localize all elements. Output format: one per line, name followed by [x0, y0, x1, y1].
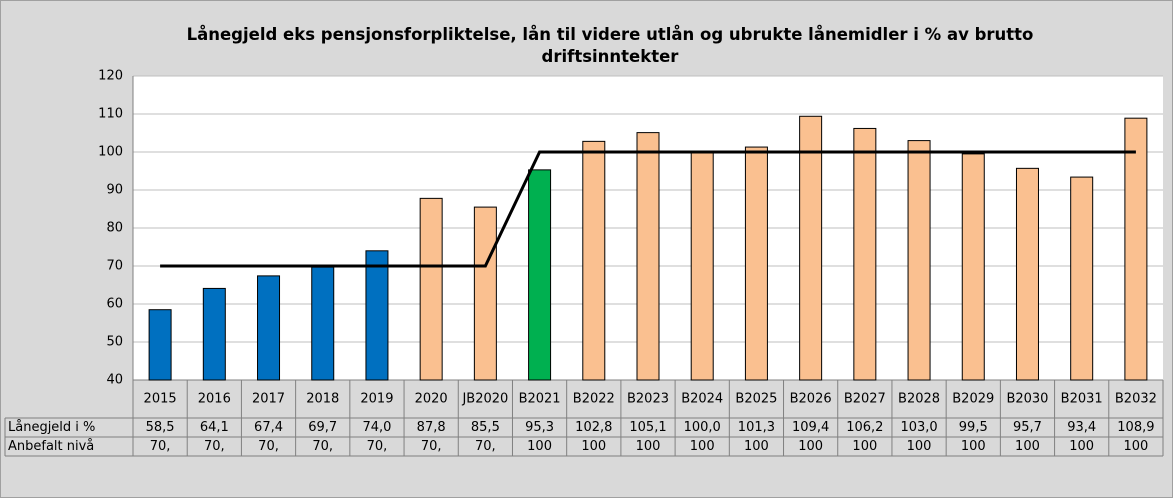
bar: [365, 250, 389, 381]
table-cell: 100: [636, 439, 661, 454]
line: [160, 150, 1136, 268]
bar: [528, 169, 552, 381]
y-tick-label: 50: [106, 335, 123, 350]
table-cell: 70,: [367, 439, 388, 454]
table-cell: 64,1: [200, 420, 229, 435]
bar: [1070, 176, 1094, 381]
x-tick-label: 2015: [144, 392, 177, 407]
table-cell: 70,: [312, 439, 333, 454]
table-cell: 100: [1123, 439, 1148, 454]
x-tick-label: B2022: [573, 392, 615, 407]
bar: [1015, 167, 1039, 381]
bar: [257, 275, 281, 381]
table-cell: 106,2: [846, 420, 883, 435]
y-tick-label: 40: [106, 373, 123, 388]
table-cell: 100: [798, 439, 823, 454]
x-tick-label: B2021: [519, 392, 561, 407]
bar: [744, 146, 768, 381]
y-tick-label: 70: [106, 259, 123, 274]
table-cell: 70,: [421, 439, 442, 454]
bar: [148, 309, 172, 381]
bar: [473, 206, 497, 381]
bar: [853, 127, 877, 381]
table-cell: 105,1: [629, 420, 666, 435]
x-tick-label: 2017: [252, 392, 285, 407]
x-tick-label: B2023: [627, 392, 669, 407]
table-row-header: Anbefalt nivå: [8, 439, 94, 454]
bar: [582, 140, 606, 381]
y-tick-label: 90: [106, 183, 123, 198]
table-cell: 103,0: [900, 420, 937, 435]
bar: [1124, 117, 1148, 381]
bar: [799, 115, 823, 381]
x-tick-label: B2032: [1115, 392, 1157, 407]
table-cell: 100: [1015, 439, 1040, 454]
x-tick-label: B2028: [898, 392, 940, 407]
x-tick-label: JB2020: [461, 392, 508, 407]
table-row-header: Lånegjeld i %: [8, 420, 95, 435]
bar: [419, 197, 443, 381]
table-cell: 93,4: [1067, 420, 1096, 435]
x-tick-label: B2025: [735, 392, 777, 407]
table-cell: 100: [527, 439, 552, 454]
table-cell: 100: [907, 439, 932, 454]
x-tick-label: B2024: [681, 392, 723, 407]
table-cell: 100: [581, 439, 606, 454]
table-cell: 70,: [204, 439, 225, 454]
table-cell: 58,5: [146, 420, 175, 435]
chart-title: Lånegjeld eks pensjonsforpliktelse, lån …: [186, 25, 1034, 66]
x-tick-label: B2027: [844, 392, 886, 407]
bar: [907, 140, 931, 381]
table-cell: 100: [961, 439, 986, 454]
table-cell: 87,8: [417, 420, 446, 435]
y-tick-label: 60: [106, 297, 123, 312]
table-cell: 101,3: [738, 420, 775, 435]
table-cell: 99,5: [959, 420, 988, 435]
bar: [636, 132, 660, 381]
table-cell: 70,: [150, 439, 171, 454]
x-tick-label: 2016: [198, 392, 231, 407]
bar: [961, 153, 985, 381]
table-cell: 100: [744, 439, 769, 454]
x-tick-label: B2031: [1061, 392, 1103, 407]
y-tick-label: 100: [98, 145, 123, 160]
table-cell: 100,0: [684, 420, 721, 435]
y-tick-label: 120: [98, 69, 123, 84]
table-cell: 69,7: [308, 420, 337, 435]
bar: [202, 287, 226, 381]
x-tick-label: B2030: [1006, 392, 1048, 407]
y-tick-label: 80: [106, 221, 123, 236]
x-tick-label: 2019: [360, 392, 393, 407]
table-cell: 95,7: [1013, 420, 1042, 435]
table-cell: 70,: [475, 439, 496, 454]
table-cell: 85,5: [471, 420, 500, 435]
table-cell: 100: [852, 439, 877, 454]
table-cell: 102,8: [575, 420, 612, 435]
table-cell: 109,4: [792, 420, 829, 435]
table-cell: 100: [1069, 439, 1094, 454]
x-tick-label: 2018: [306, 392, 339, 407]
table-cell: 100: [690, 439, 715, 454]
table-cell: 67,4: [254, 420, 283, 435]
table-cell: 74,0: [362, 420, 391, 435]
x-tick-label: B2029: [952, 392, 994, 407]
table-cell: 70,: [258, 439, 279, 454]
table-cell: 108,9: [1117, 420, 1154, 435]
y-tick-label: 110: [98, 107, 123, 122]
table-cell: 95,3: [525, 420, 554, 435]
x-tick-label: B2026: [790, 392, 832, 407]
x-tick-label: 2020: [415, 392, 448, 407]
bar: [690, 151, 714, 381]
bar: [311, 266, 335, 381]
